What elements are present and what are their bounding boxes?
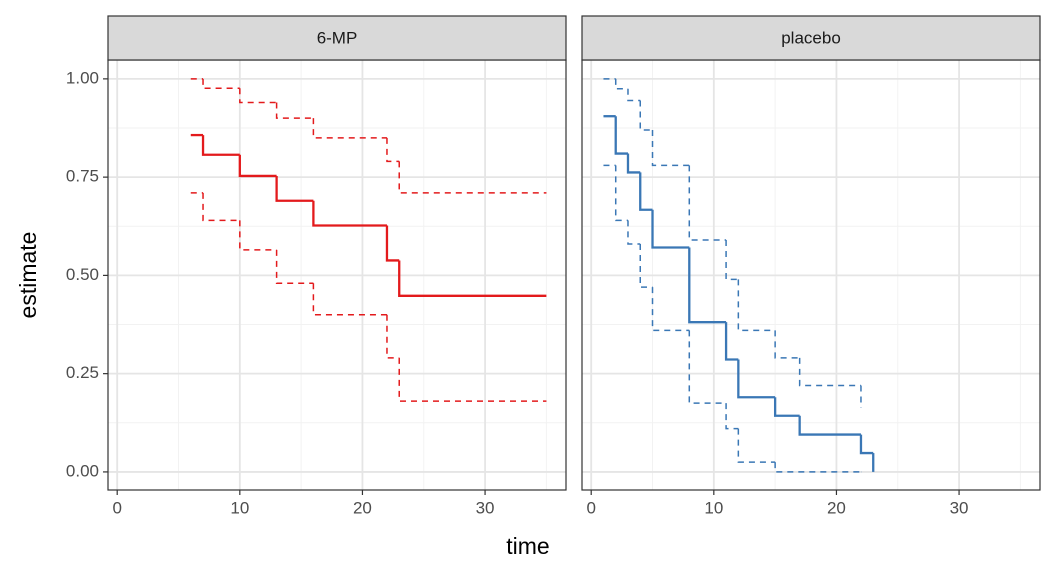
x-tick-label: 0 xyxy=(586,498,595,517)
y-tick-label: 1.00 xyxy=(66,68,99,87)
x-tick-label: 0 xyxy=(112,498,121,517)
step-segment xyxy=(398,260,547,297)
x-tick-label: 30 xyxy=(476,498,495,517)
step-segment xyxy=(639,172,653,211)
step-segment xyxy=(688,247,727,324)
step-segment xyxy=(202,192,240,222)
step-segment xyxy=(688,165,727,241)
x-tick-label: 20 xyxy=(827,498,846,517)
step-segment xyxy=(737,428,776,463)
step-segment xyxy=(627,220,641,245)
step-segment xyxy=(386,137,400,163)
step-segment xyxy=(201,135,240,156)
y-tick-label: 0.00 xyxy=(66,461,99,480)
step-segment xyxy=(626,153,641,174)
step-segment xyxy=(614,78,628,90)
strip-label: 6-MP xyxy=(317,28,358,47)
y-tick-label: 0.25 xyxy=(66,363,99,382)
step-segment xyxy=(725,240,739,281)
x-tick-label: 20 xyxy=(353,498,372,517)
step-segment xyxy=(614,165,628,222)
x-tick-label: 10 xyxy=(704,498,723,517)
step-segment xyxy=(275,102,314,119)
step-segment xyxy=(312,200,387,227)
step-segment xyxy=(724,322,739,361)
step-segment xyxy=(651,129,690,167)
strip xyxy=(581,15,1041,61)
step-segment xyxy=(651,287,690,332)
strip-label: placebo xyxy=(781,28,841,47)
step-segment xyxy=(398,357,547,402)
strip xyxy=(107,15,567,61)
step-segment xyxy=(202,78,240,90)
step-segment xyxy=(275,175,314,202)
x-axis-title: time xyxy=(506,533,549,559)
x-tick-label: 30 xyxy=(950,498,969,517)
step-segment xyxy=(238,154,277,178)
step-segment xyxy=(614,116,628,155)
step-segment xyxy=(639,100,653,131)
y-tick-label: 0.50 xyxy=(66,265,99,284)
step-segment xyxy=(312,118,387,139)
step-segment xyxy=(798,357,861,387)
step-segment xyxy=(385,225,400,262)
step-segment xyxy=(774,462,861,473)
step-segment xyxy=(639,243,653,288)
step-segment xyxy=(859,434,874,455)
step-segment xyxy=(774,330,800,359)
x-tick-label: 10 xyxy=(230,498,249,517)
step-segment xyxy=(725,403,739,430)
step-segment xyxy=(275,249,314,285)
step-segment xyxy=(312,283,387,316)
step-segment xyxy=(737,359,776,399)
step-segment xyxy=(627,88,641,102)
step-segment xyxy=(386,314,400,359)
step-segment xyxy=(651,209,690,249)
step-segment xyxy=(773,397,800,417)
step-segment xyxy=(798,415,861,436)
y-axis-title: estimate xyxy=(15,232,41,319)
step-segment xyxy=(239,88,277,104)
y-tick-label: 0.75 xyxy=(66,167,99,186)
step-segment xyxy=(688,330,727,404)
